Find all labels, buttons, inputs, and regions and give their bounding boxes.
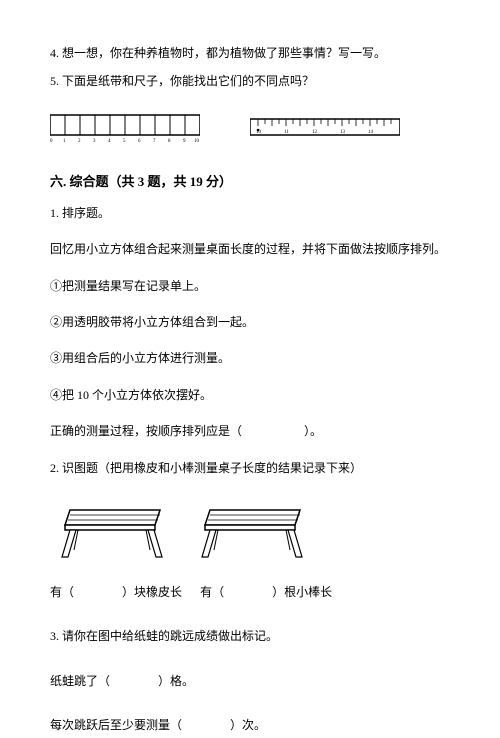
svg-text:0: 0 bbox=[50, 139, 53, 143]
svg-text:4: 4 bbox=[108, 139, 111, 143]
svg-text:6: 6 bbox=[138, 139, 141, 143]
q2-d: ）根小棒长 bbox=[272, 585, 332, 599]
q1-step1: ①把测量结果写在记录单上。 bbox=[50, 273, 450, 299]
svg-text:8: 8 bbox=[168, 139, 171, 143]
q3-l1b: ）格。 bbox=[158, 674, 194, 688]
q1-intro: 回忆用小立方体组合起来测量桌面长度的过程，并将下面做法按顺序排列。 bbox=[50, 236, 450, 262]
paper-tape-figure: 0 1 2 3 4 5 6 7 8 9 10 bbox=[50, 113, 200, 143]
q3-l1a: 纸蛙跳了（ bbox=[50, 674, 110, 688]
table-figure-2 bbox=[200, 495, 310, 565]
q2-blank2 bbox=[227, 585, 269, 599]
section-6-title: 六. 综合题（共 3 题，共 19 分） bbox=[50, 171, 450, 190]
figures-row: 0 1 2 3 4 5 6 7 8 9 10 bbox=[50, 113, 450, 143]
q2-b: ）块橡皮长 bbox=[122, 585, 182, 599]
svg-text:2: 2 bbox=[78, 139, 81, 143]
svg-text:7: 7 bbox=[153, 139, 156, 143]
svg-text:14: 14 bbox=[368, 130, 374, 135]
svg-text:1: 1 bbox=[63, 139, 66, 143]
svg-text:13: 13 bbox=[340, 130, 346, 135]
q1-number: 1. 排序题。 bbox=[50, 200, 450, 226]
svg-text:10: 10 bbox=[194, 139, 200, 143]
svg-text:11: 11 bbox=[284, 130, 289, 135]
ruler-figure: 10 11 12 13 14 bbox=[250, 117, 400, 139]
q3-blank2 bbox=[185, 718, 227, 732]
question-4: 4. 想一想，你在种养植物时，都为植物做了那些事情？写一写。 bbox=[50, 40, 450, 66]
svg-text:3: 3 bbox=[93, 139, 96, 143]
q1-step4: ④把 10 个小立方体依次摆好。 bbox=[50, 382, 450, 408]
q2-gap bbox=[185, 585, 197, 599]
q1-conc-a: 正确的测量过程，按顺序排列应是（ bbox=[50, 424, 242, 438]
q1-step3: ③用组合后的小立方体进行测量。 bbox=[50, 345, 450, 371]
q2-title: 2. 识图题（把用橡皮和小棒测量桌子长度的结果记录下来） bbox=[50, 455, 450, 481]
svg-text:12: 12 bbox=[312, 130, 318, 135]
q2-answer-line: 有（ ）块橡皮长 有（ ）根小棒长 bbox=[50, 579, 450, 605]
svg-text:9: 9 bbox=[183, 139, 186, 143]
q1-step2: ②用透明胶带将小立方体组合到一起。 bbox=[50, 309, 450, 335]
q1-conc-b: ）。 bbox=[304, 424, 322, 438]
q1-conclusion: 正确的测量过程，按顺序排列应是（ ）。 bbox=[50, 418, 450, 444]
q2-c: 有（ bbox=[200, 585, 224, 599]
q3-l2a: 每次跳跃后至少要测量（ bbox=[50, 718, 182, 732]
question-5: 5. 下面是纸带和尺子，你能找出它们的不同点吗？ bbox=[50, 68, 450, 94]
q2-a: 有（ bbox=[50, 585, 74, 599]
q1-blank bbox=[245, 424, 301, 438]
q3-line2: 每次跳跃后至少要测量（ ）次。 bbox=[50, 712, 450, 738]
q3-title: 3. 请你在图中给纸蛙的跳远成绩做出标记。 bbox=[50, 623, 450, 649]
q3-line1: 纸蛙跳了（ ）格。 bbox=[50, 668, 450, 694]
q3-l2b: ）次。 bbox=[230, 718, 266, 732]
tables-row bbox=[60, 495, 450, 565]
svg-text:10: 10 bbox=[256, 130, 262, 135]
table-figure-1 bbox=[60, 495, 170, 565]
q2-blank1 bbox=[77, 585, 119, 599]
q3-blank1 bbox=[113, 674, 155, 688]
svg-text:5: 5 bbox=[123, 139, 126, 143]
